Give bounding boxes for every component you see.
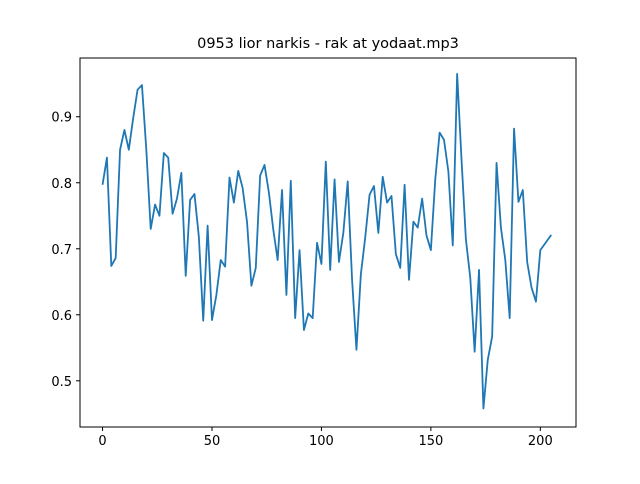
y-tick-label: 0.8 [51,177,72,192]
chart-title: 0953 lior narkis - rak at yodaat.mp3 [197,36,459,52]
x-tick-label: 200 [528,434,553,449]
y-tick-label: 0.9 [51,111,72,126]
y-tick-label: 0.5 [51,375,72,390]
axes-frame [79,57,577,428]
x-tick-label: 150 [418,434,443,449]
y-tick-label: 0.6 [51,309,72,324]
data-line [101,72,552,410]
y-tick-label: 0.7 [51,243,72,258]
x-tick-label: 50 [204,434,221,449]
x-tick-label: 100 [309,434,334,449]
x-tick-label: 0 [98,434,106,449]
